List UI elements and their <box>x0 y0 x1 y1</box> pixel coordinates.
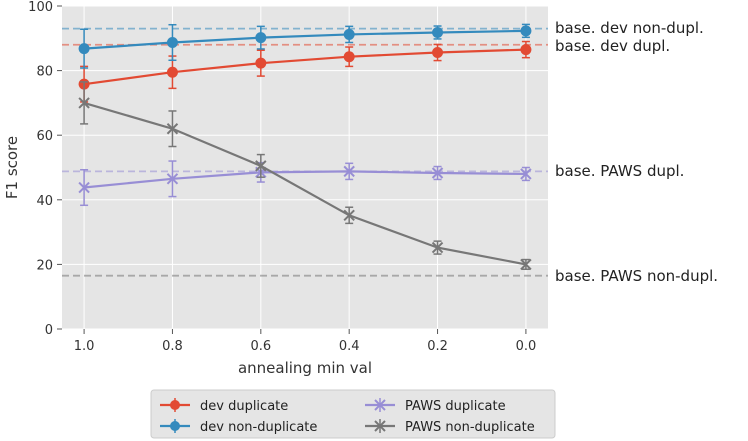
legend-marker <box>170 421 180 431</box>
data-point <box>78 43 90 55</box>
data-point <box>520 258 532 271</box>
data-point <box>166 173 179 185</box>
data-point <box>78 181 90 194</box>
data-point <box>520 25 532 37</box>
legend-marker <box>170 400 180 410</box>
series-line <box>84 29 526 50</box>
data-point <box>343 28 355 40</box>
data-point <box>166 36 178 48</box>
legend-item: PAWS duplicate <box>365 398 506 414</box>
data-point <box>255 160 267 172</box>
y-tick-label: 40 <box>36 194 53 209</box>
series-line <box>83 170 526 189</box>
x-tick-label: 0.0 <box>516 339 537 354</box>
data-point <box>520 44 532 56</box>
legend-label: dev non-duplicate <box>200 420 317 435</box>
legend-label: dev duplicate <box>200 399 288 414</box>
y-tick-label: 60 <box>36 129 53 144</box>
data-point <box>343 51 355 63</box>
baseline-label: base. dev dupl. <box>555 37 670 55</box>
data-point <box>343 165 355 178</box>
x-tick-label: 0.4 <box>339 339 360 354</box>
y-tick-label: 20 <box>36 258 53 273</box>
legend: dev duplicate dev non-duplicate PAWS dupli… <box>150 389 556 439</box>
y-tick-label: 0 <box>45 323 53 338</box>
data-point <box>343 209 355 222</box>
baseline-label: base. PAWS dupl. <box>555 162 684 180</box>
data-point <box>432 47 444 59</box>
legend-marker <box>374 399 386 411</box>
y-axis-title: F1 score <box>3 136 21 199</box>
data-point <box>431 167 444 179</box>
y-tick-label: 100 <box>28 0 53 15</box>
data-point <box>255 32 267 44</box>
data-point <box>78 97 90 109</box>
legend-label: PAWS non-duplicate <box>405 420 535 435</box>
legend-marker <box>374 420 386 432</box>
legend-item: dev duplicate <box>160 398 288 414</box>
data-point <box>166 66 178 78</box>
series-line <box>83 101 527 266</box>
x-axis-title: annealing min val <box>238 359 372 377</box>
baseline-label: base. dev non-dupl. <box>555 19 704 37</box>
x-tick-label: 0.6 <box>250 339 271 354</box>
data-point <box>520 168 532 180</box>
baseline-label: base. PAWS non-dupl. <box>555 267 718 285</box>
legend-item: dev non-duplicate <box>160 419 317 435</box>
x-tick-label: 0.8 <box>162 339 183 354</box>
legend-item: PAWS non-duplicate <box>365 419 535 435</box>
data-point <box>431 241 444 254</box>
legend-label: PAWS duplicate <box>405 399 506 414</box>
x-tick-label: 0.2 <box>427 339 448 354</box>
series-line <box>83 48 526 86</box>
x-tick-label: 1.0 <box>74 339 95 354</box>
data-point <box>255 57 267 69</box>
data-point <box>166 123 179 135</box>
data-point <box>432 26 444 38</box>
legend-box <box>150 389 556 439</box>
y-tick-label: 80 <box>36 65 53 80</box>
plot-area <box>62 6 548 329</box>
